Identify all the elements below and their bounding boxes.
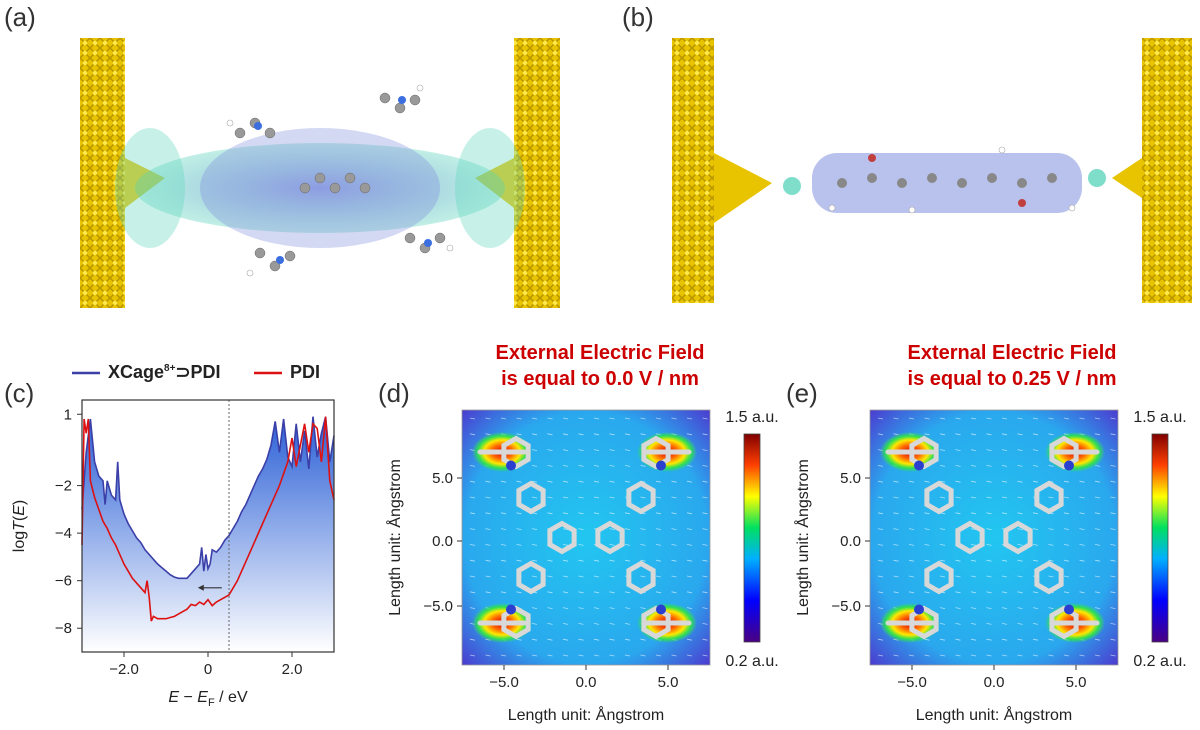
field-map-e: −5.0 0.0 5.0 5.0 0.0 −5.0 Length unit: Ångstro… xyxy=(788,400,1200,730)
y-tick-label: −5.0 xyxy=(831,598,861,615)
colorbar-max-label: 1.5 a.u. xyxy=(725,409,778,426)
y-tick-label: −5.0 xyxy=(423,598,453,615)
x-axis-title: E − EF / eV xyxy=(168,689,248,709)
colorbar-max-label: 1.5 a.u. xyxy=(1133,409,1186,426)
y-axis-title: Length unit: Ångstrom xyxy=(793,459,812,616)
y-axis-title: logT(E) xyxy=(11,500,28,552)
pdi-orbital-density xyxy=(812,153,1082,213)
field-title-e: External Electric Field is equal to 0.25… xyxy=(842,340,1182,392)
x-axis-title: Length unit: Ångstrom xyxy=(508,705,665,724)
field-title-e-line1: External Electric Field xyxy=(842,340,1182,366)
panel-a-junction-image xyxy=(80,38,560,308)
field-map-d: −5.0 0.0 5.0 5.0 0.0 −5.0 Length unit: Ångstro… xyxy=(380,400,790,730)
x-tick-label: −5.0 xyxy=(897,674,927,691)
field-title-d-line2: is equal to 0.0 V / nm xyxy=(440,366,760,392)
field-title-d: External Electric Field is equal to 0.0 … xyxy=(440,340,760,392)
colorbar-min-label: 0.2 a.u. xyxy=(725,653,778,670)
transmission-chart: −2.0 0 2.0 1 −2 −4 −6 −8 E − EF / eV logT(E) xyxy=(0,390,345,730)
y-tick-label: 1 xyxy=(64,406,72,423)
x-tick-label: −5.0 xyxy=(489,674,519,691)
field-title-e-line2: is equal to 0.25 V / nm xyxy=(842,366,1182,392)
chart-legend: XCage8+⊃PDI PDI xyxy=(72,362,392,386)
panel-label-b: (b) xyxy=(622,2,654,33)
x-tick-label: 5.0 xyxy=(1066,674,1087,691)
y-tick-label: 0.0 xyxy=(840,533,861,550)
x-tick-label: 0.0 xyxy=(576,674,597,691)
y-tick-label: −4 xyxy=(55,525,72,542)
colorbar-min-label: 0.2 a.u. xyxy=(1133,653,1186,670)
legend-xcage: XCage8+⊃PDI xyxy=(108,362,221,383)
x-tick-label: −2.0 xyxy=(109,661,139,678)
y-tick-label: −2 xyxy=(55,478,72,495)
y-tick-label: −8 xyxy=(55,620,72,637)
left-gold-electrode xyxy=(672,38,714,303)
panel-b-junction-image xyxy=(672,38,1192,303)
panel-label-a: (a) xyxy=(4,2,36,33)
y-tick-label: −6 xyxy=(55,573,72,590)
y-tick-label: 0.0 xyxy=(432,533,453,550)
y-tick-label: 5.0 xyxy=(432,470,453,487)
x-axis-title: Length unit: Ångstrom xyxy=(916,705,1073,724)
x-tick-label: 2.0 xyxy=(282,661,303,678)
xcage-area-fill xyxy=(82,417,334,652)
x-tick-label: 5.0 xyxy=(658,674,679,691)
right-gold-electrode xyxy=(1142,38,1192,303)
colorbar xyxy=(1152,434,1168,642)
colorbar xyxy=(744,434,760,642)
y-axis-title: Length unit: Ångstrom xyxy=(385,459,404,616)
legend-pdi: PDI xyxy=(290,362,320,383)
y-tick-label: 5.0 xyxy=(840,470,861,487)
x-tick-label: 0 xyxy=(204,661,212,678)
field-title-d-line1: External Electric Field xyxy=(440,340,760,366)
x-tick-label: 0.0 xyxy=(984,674,1005,691)
